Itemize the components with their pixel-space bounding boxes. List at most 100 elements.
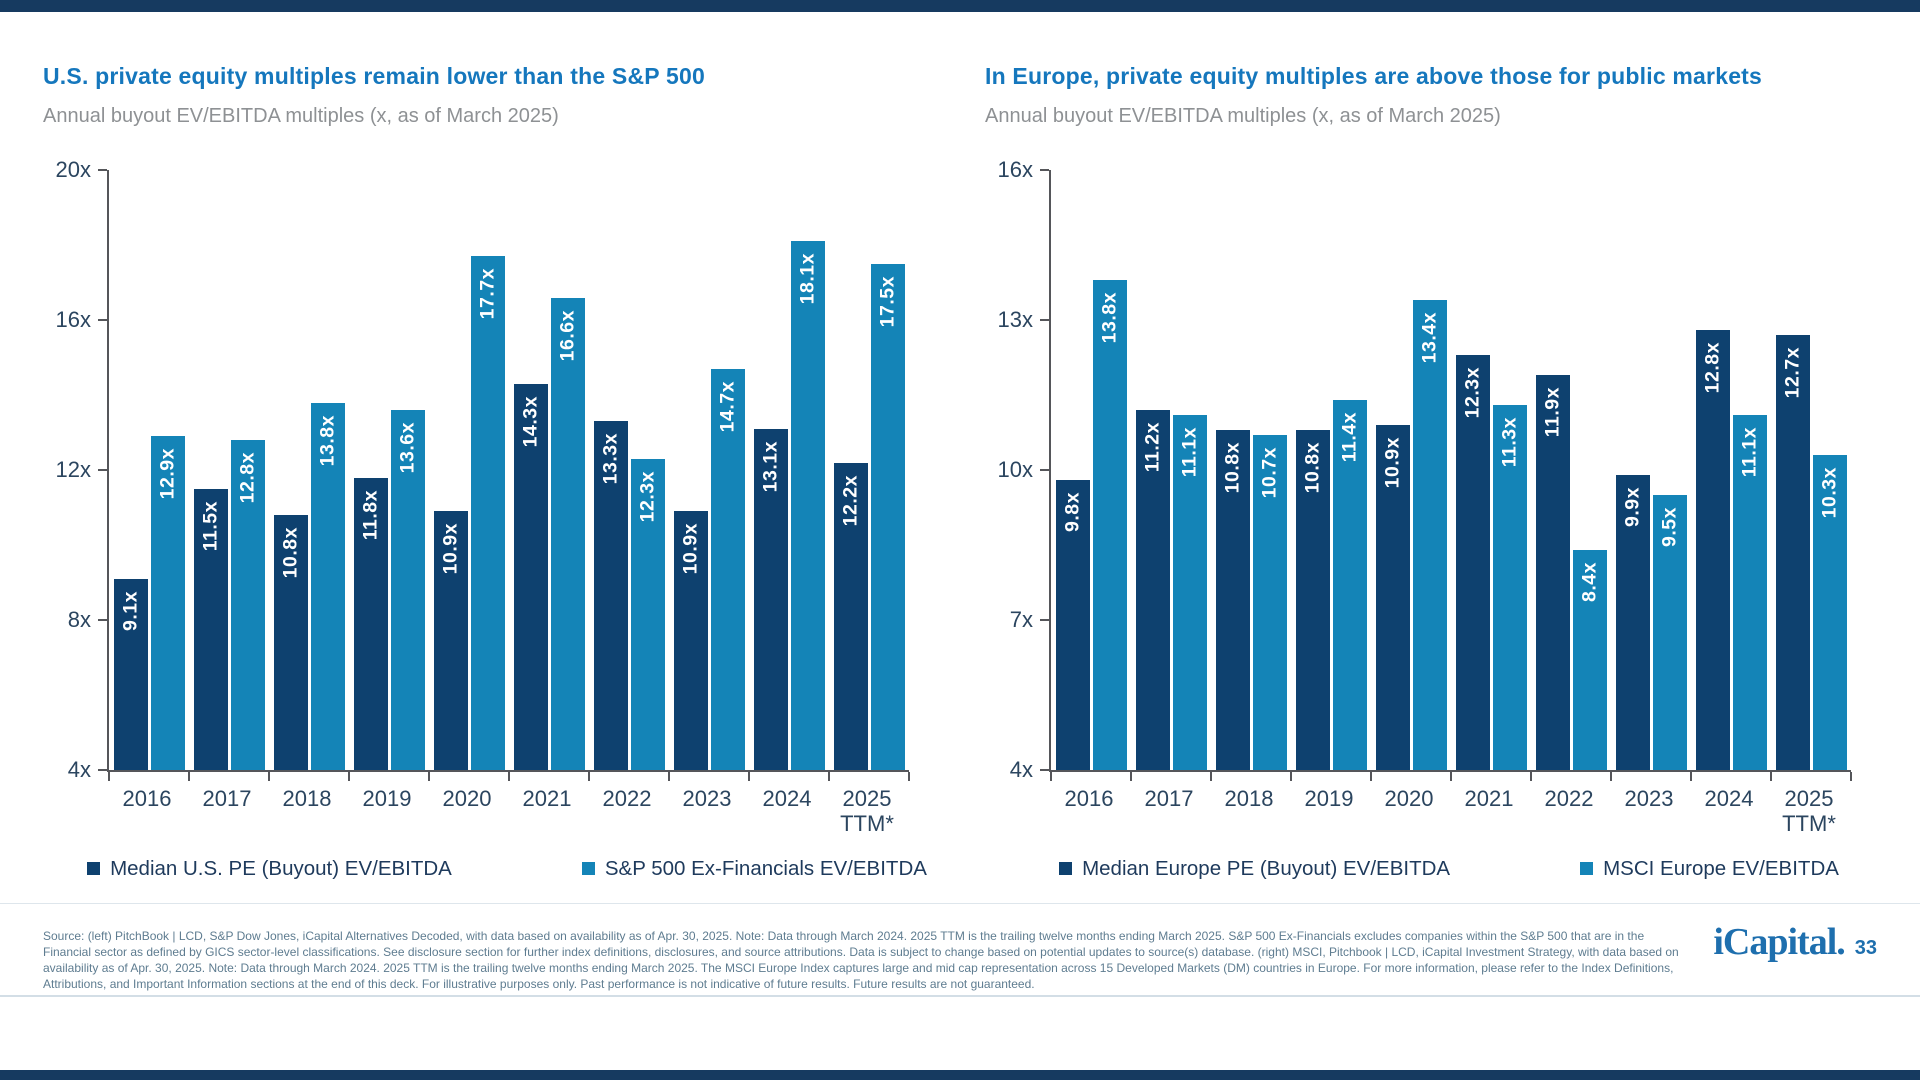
plot-row: 16x 13x 10x 7x 4x 9.8x 13.8x 11.2x 11.1x 10.8x 10…	[985, 157, 1852, 782]
bar: 14.3x	[513, 383, 548, 770]
bar-value-label: 13.3x	[599, 433, 621, 485]
legend-swatch-dark	[1059, 862, 1073, 876]
bar: 11.3x	[1492, 405, 1527, 770]
bar: 10.8x	[1215, 430, 1250, 770]
bar-group: 12.8x 11.1x	[1691, 170, 1771, 770]
bar-group: 14.3x 16.6x	[509, 170, 589, 770]
chart-subtitle: Annual buyout EV/EBITDA multiples (x, as…	[985, 105, 1501, 127]
bar-value-label: 10.3x	[1818, 467, 1840, 519]
bar-value-label: 13.6x	[396, 422, 418, 474]
bars: 9.1x 12.9x 11.5x 12.8x 10.8x 13.8x 11.8x 13.6x 1…	[109, 170, 909, 770]
footer: Source: (left) PitchBook | LCD, S&P Dow …	[43, 916, 1877, 1004]
x-category-label: 2025 TTM*	[1782, 786, 1836, 837]
x-category-label: 2022	[1544, 786, 1594, 811]
bar: 11.5x	[193, 488, 228, 770]
bar: 12.8x	[230, 440, 265, 770]
bar-value-label: 11.3x	[1498, 417, 1520, 468]
x-category-label: 2017	[1144, 786, 1194, 811]
footer-bottom-line	[0, 995, 1920, 997]
plot-area: 9.1x 12.9x 11.5x 12.8x 10.8x 13.8x 11.8x 13.6x 1…	[98, 169, 910, 781]
bar-group: 9.1x 12.9x	[109, 170, 189, 770]
x-axis-tick	[1370, 772, 1372, 781]
y-axis-tick-label: 13x	[997, 307, 1033, 332]
bar: 11.9x	[1535, 375, 1570, 770]
x-axis-tick	[1050, 772, 1052, 781]
x-category-label: 2022	[602, 786, 652, 811]
legend: Median U.S. PE (Buyout) EV/EBITDA S&P 50…	[87, 857, 927, 881]
y-axis-tick-label: 12x	[55, 457, 91, 482]
bar-value-label: 10.7x	[1258, 447, 1280, 499]
bar: 8.4x	[1572, 550, 1607, 770]
y-axis-tick	[98, 619, 107, 621]
bar-value-label: 12.9x	[156, 448, 178, 500]
x-category-label: 2017	[202, 786, 252, 811]
x-axis-tick	[1450, 772, 1452, 781]
bar: 11.1x	[1172, 415, 1207, 770]
x-axis-tick	[1690, 772, 1692, 781]
x-category-label: 2019	[362, 786, 412, 811]
bar-group: 10.8x 13.8x	[269, 170, 349, 770]
bar-group: 13.3x 12.3x	[589, 170, 669, 770]
bar-group: 12.2x 17.5x	[829, 170, 909, 770]
bar-group: 12.3x 11.3x	[1451, 170, 1531, 770]
legend-label: Median Europe PE (Buyout) EV/EBITDA	[1082, 856, 1451, 880]
bar: 10.3x	[1812, 455, 1847, 770]
bar-group: 10.8x 10.7x	[1211, 170, 1291, 770]
bar-value-label: 13.8x	[316, 414, 338, 466]
bar: 13.8x	[1092, 280, 1127, 770]
bar-value-label: 11.2x	[1141, 422, 1163, 473]
x-axis-tick	[588, 772, 590, 781]
bar-group: 12.7x 10.3x	[1771, 170, 1851, 770]
y-axis-tick	[98, 319, 107, 321]
x-axis-tick	[1530, 772, 1532, 781]
legend-item-pe: Median U.S. PE (Buyout) EV/EBITDA	[87, 857, 452, 881]
bar-value-label: 12.7x	[1781, 347, 1803, 399]
bar-value-label: 12.3x	[1461, 367, 1483, 419]
legend-item-pe: Median Europe PE (Buyout) EV/EBITDA	[1059, 857, 1450, 881]
bar: 13.8x	[310, 402, 345, 770]
bar-group: 10.9x 13.4x	[1371, 170, 1451, 770]
footer-divider-line	[0, 903, 1920, 904]
x-category-label: 2021	[522, 786, 572, 811]
bar-value-label: 10.8x	[1221, 442, 1243, 494]
bottom-template-bar	[0, 1070, 1920, 1080]
x-axis-tick	[1290, 772, 1292, 781]
bar-value-label: 14.3x	[519, 395, 541, 448]
legend-item-public: S&P 500 Ex-Financials EV/EBITDA	[581, 856, 927, 881]
bar-value-label: 10.8x	[1301, 442, 1323, 494]
bar: 17.7x	[470, 256, 505, 770]
y-axis-tick	[1040, 769, 1049, 771]
y-axis-labels: 16x 13x 10x 7x 4x	[985, 157, 1049, 782]
bar-group: 10.8x 11.4x	[1291, 170, 1371, 770]
x-axis-tick	[508, 772, 510, 781]
bar: 11.8x	[353, 477, 388, 770]
legend-swatch-dark	[87, 862, 101, 876]
x-category-label: 2023	[1624, 786, 1674, 811]
bar-value-label: 11.4x	[1338, 412, 1360, 463]
bar-group: 10.9x 14.7x	[669, 170, 749, 770]
bar-value-label: 11.5x	[199, 500, 221, 551]
bar-value-label: 11.9x	[1541, 387, 1563, 438]
x-axis-tick	[1210, 772, 1212, 781]
x-axis-tick	[1770, 772, 1772, 781]
y-axis-tick-label: 4x	[1009, 757, 1033, 782]
icapital-logo: iCapital.	[1713, 921, 1845, 963]
bar-value-label: 11.1x	[1178, 427, 1200, 478]
x-category-label: 2025 TTM*	[840, 786, 894, 837]
bar-value-label: 8.4x	[1578, 562, 1600, 602]
bar-value-label: 10.9x	[439, 523, 461, 575]
chart-europe: In Europe, private equity multiples are …	[985, 62, 1852, 881]
x-axis-tick	[748, 772, 750, 781]
x-axis-tick	[828, 772, 830, 781]
bar-value-label: 12.3x	[636, 470, 658, 523]
x-axis-tick	[908, 772, 910, 781]
x-axis-tick	[108, 772, 110, 781]
bar: 13.1x	[753, 428, 788, 770]
x-category-label: 2016	[122, 786, 172, 811]
y-axis-tick-label: 7x	[1009, 607, 1033, 632]
legend-label: S&P 500 Ex-Financials EV/EBITDA	[604, 856, 927, 880]
bar-value-label: 9.1x	[119, 590, 141, 631]
chart-subtitle: Annual buyout EV/EBITDA multiples (x, as…	[43, 105, 559, 127]
bar-value-label: 9.8x	[1061, 492, 1083, 532]
